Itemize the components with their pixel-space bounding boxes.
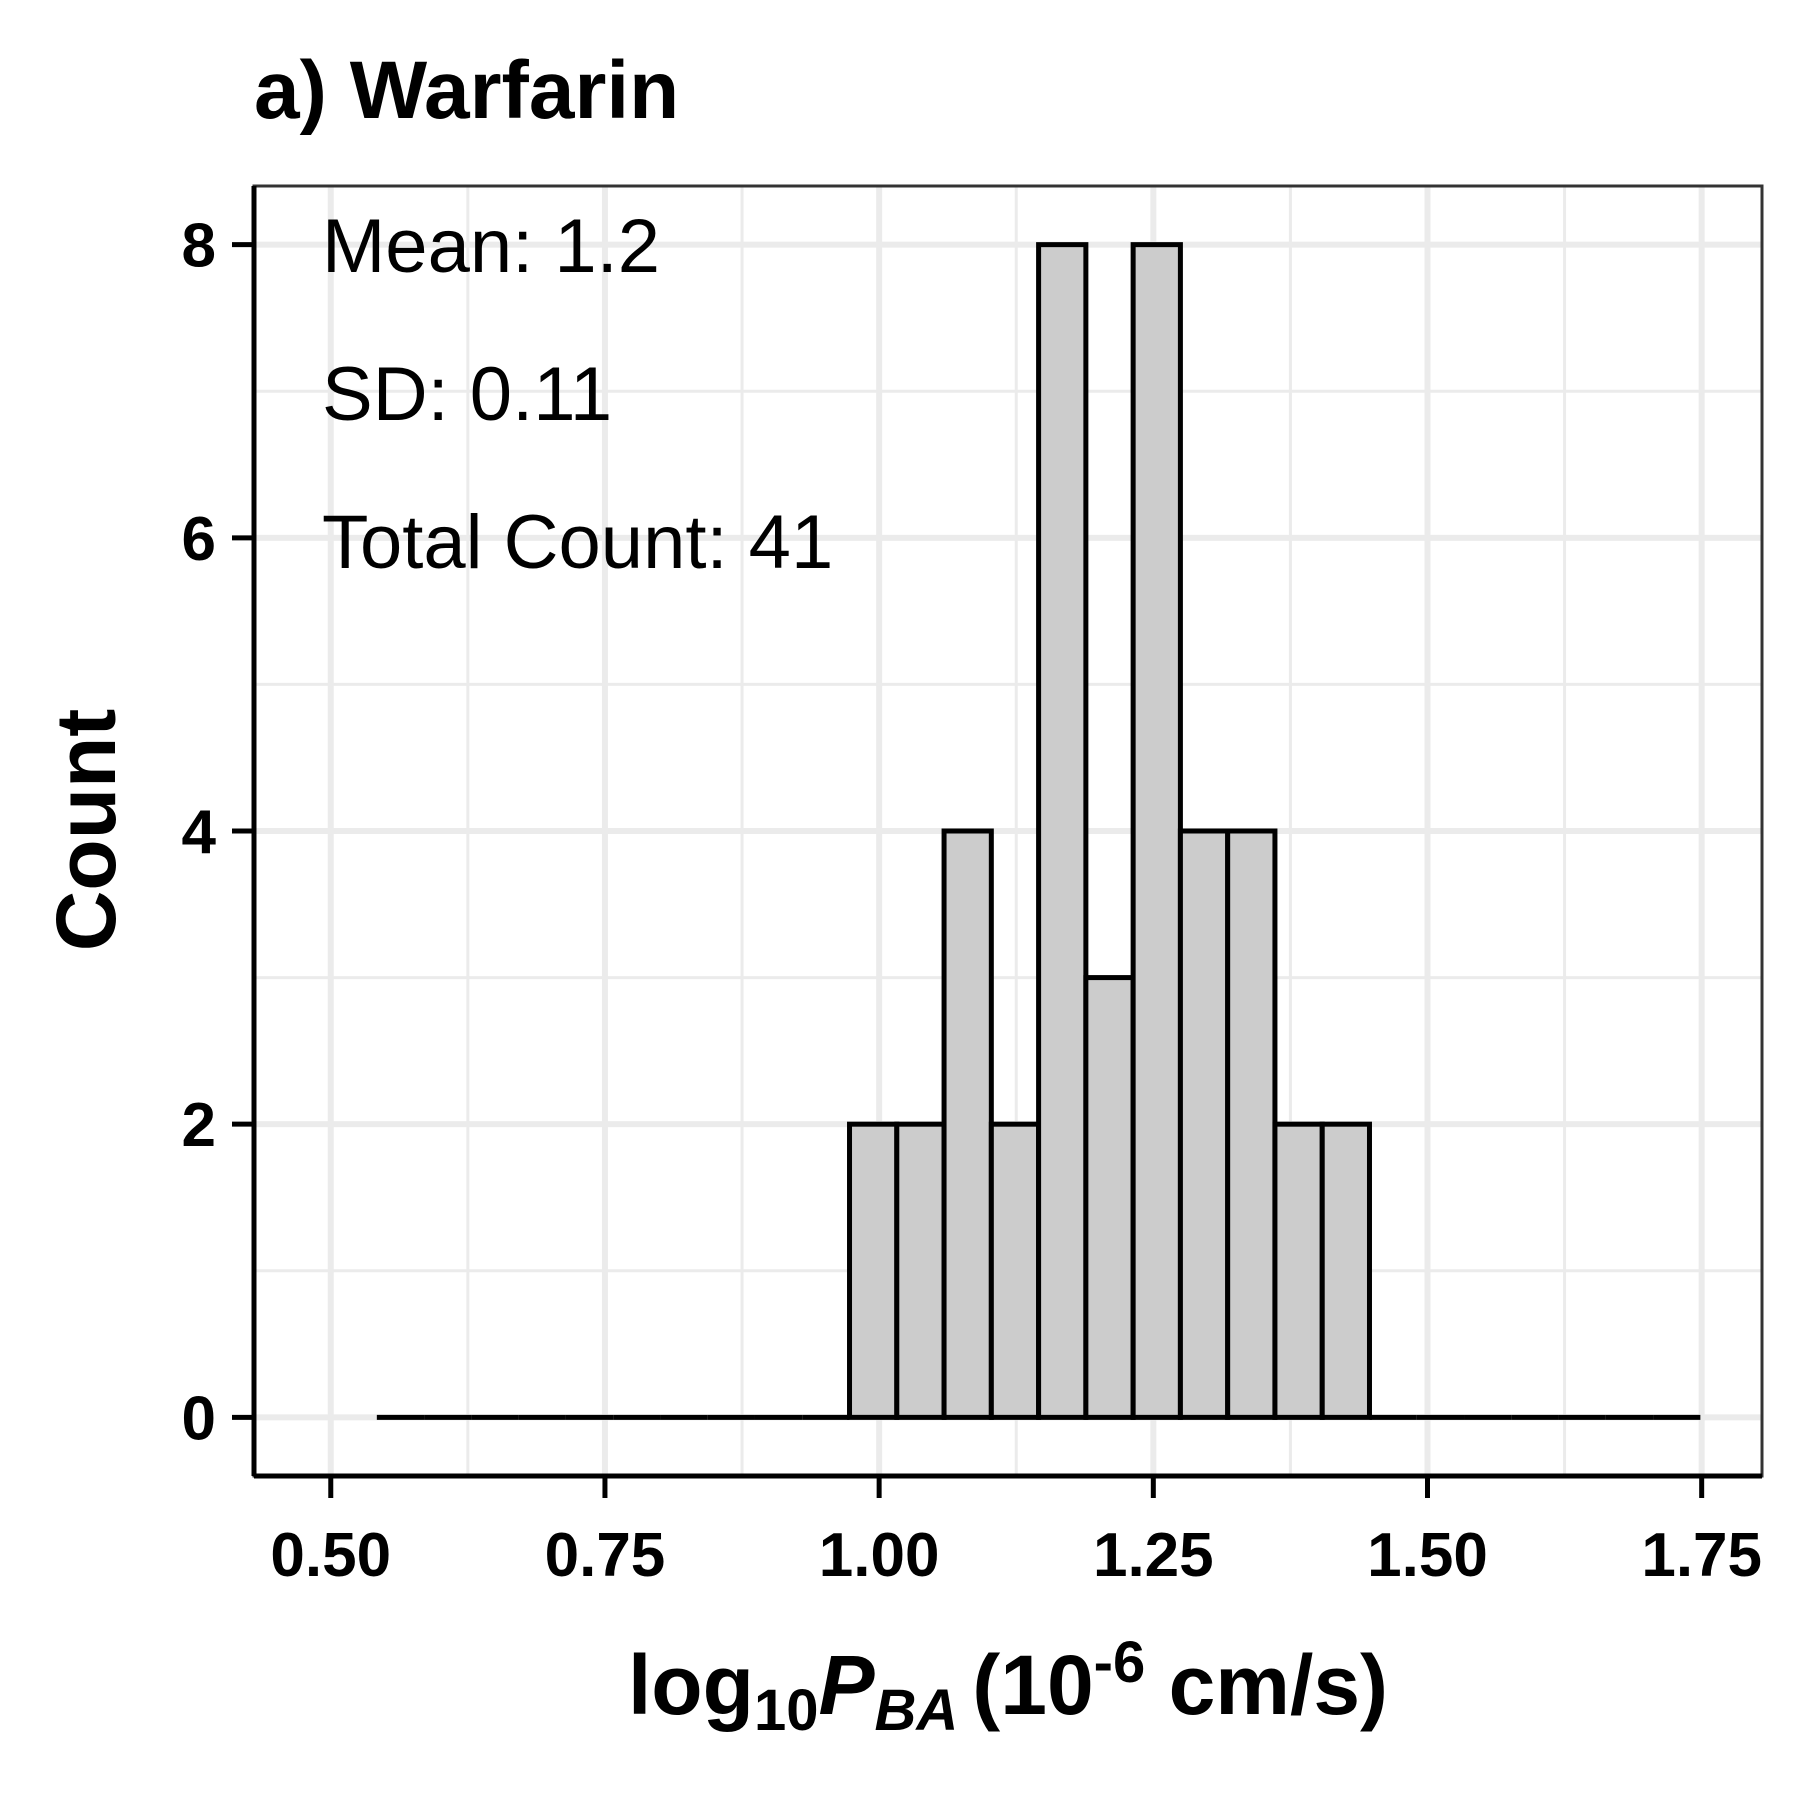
x-tick-label: 0.75 bbox=[545, 1521, 666, 1590]
y-tick-label: 4 bbox=[182, 798, 217, 867]
x-axis-label-unit-close: cm/s) bbox=[1145, 1638, 1388, 1732]
histogram-bar bbox=[1036, 242, 1089, 1420]
x-tick-label: 1.50 bbox=[1367, 1521, 1488, 1590]
y-tick-label: 0 bbox=[182, 1384, 216, 1453]
x-tick-label: 1.25 bbox=[1093, 1521, 1214, 1590]
histogram-bar bbox=[941, 828, 994, 1420]
y-axis-label: Count bbox=[39, 709, 133, 952]
histogram-bar bbox=[1272, 1121, 1325, 1420]
histogram-bar bbox=[1225, 828, 1278, 1420]
x-axis-label-base-subscript: 10 bbox=[754, 1678, 819, 1743]
stats-annotations: Mean: 1.2 SD: 0.11 Total Count: 41 bbox=[322, 204, 833, 585]
x-axis-label-base: log bbox=[628, 1638, 754, 1732]
y-tick-label: 8 bbox=[182, 212, 216, 281]
y-tick-label: 2 bbox=[182, 1091, 216, 1160]
total-count-annotation: Total Count: 41 bbox=[322, 500, 833, 585]
x-tick-label: 1.75 bbox=[1641, 1521, 1762, 1590]
histogram-bars bbox=[376, 242, 1701, 1420]
histogram-bar bbox=[988, 1121, 1042, 1420]
chart-title: a) Warfarin bbox=[254, 45, 679, 136]
x-tick-label: 0.50 bbox=[270, 1521, 391, 1590]
histogram-bar bbox=[1130, 242, 1183, 1420]
histogram-bar bbox=[1083, 975, 1136, 1420]
histogram-bar bbox=[1177, 828, 1231, 1420]
x-axis-label-symbol: P bbox=[818, 1638, 875, 1732]
mean-annotation: Mean: 1.2 bbox=[322, 204, 660, 289]
x-axis-label-symbol-subscript: BA bbox=[874, 1678, 958, 1743]
sd-annotation: SD: 0.11 bbox=[322, 352, 612, 437]
histogram-bar bbox=[1319, 1121, 1372, 1420]
histogram-bar bbox=[894, 1121, 947, 1420]
x-axis-label: log10PBA (10-6 cm/s) bbox=[628, 1630, 1388, 1743]
y-tick-label: 6 bbox=[182, 505, 216, 574]
x-tick-label: 1.00 bbox=[819, 1521, 940, 1590]
histogram-bar bbox=[847, 1121, 900, 1420]
axes: 0 2 4 6 8 0.50 0.75 1.00 1.25 1.50 1.75 bbox=[182, 186, 1762, 1590]
x-axis-label-unit-exponent: -6 bbox=[1094, 1630, 1146, 1695]
x-axis-label-unit-open: (10 bbox=[972, 1638, 1093, 1732]
